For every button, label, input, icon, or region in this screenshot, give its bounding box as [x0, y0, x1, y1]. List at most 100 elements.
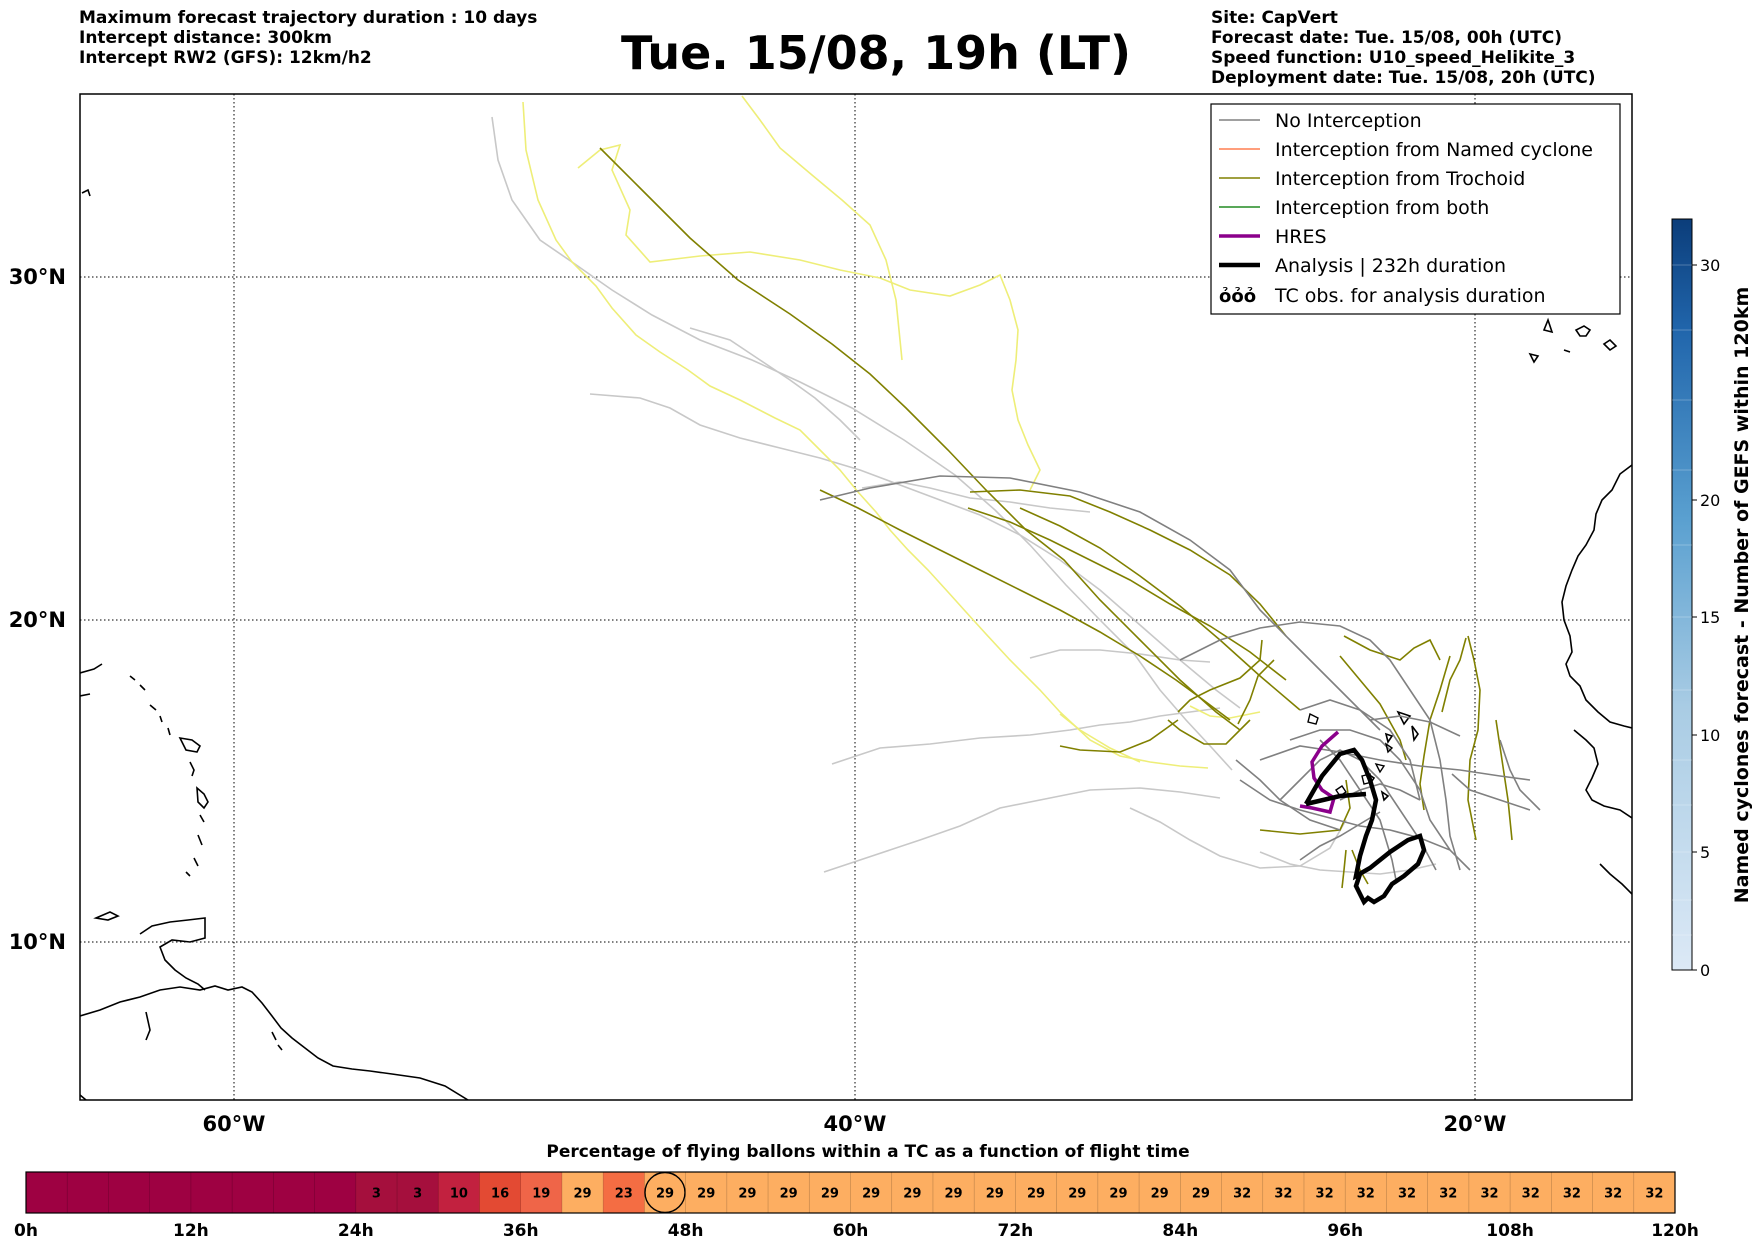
- timeline-cell: [685, 1172, 728, 1213]
- timeline-cell-value: 32: [1522, 1187, 1540, 1202]
- timeline-tick-label: 36h: [503, 1221, 539, 1241]
- page-title: Tue. 15/08, 19h (LT): [621, 26, 1131, 80]
- timeline-cell-value: 32: [1233, 1187, 1251, 1202]
- timeline-cell: [1386, 1172, 1429, 1213]
- timeline-cell-value: 29: [945, 1187, 963, 1202]
- timeline-cell-value: 32: [1398, 1187, 1416, 1202]
- info-line-site: Site: CapVert: [1211, 8, 1338, 28]
- timeline-cell-value: 32: [1357, 1187, 1375, 1202]
- timeline-cell: [67, 1172, 109, 1213]
- lat-label-20n: 20°N: [9, 608, 66, 632]
- timeline-cell: [1468, 1172, 1511, 1213]
- timeline-cell: [397, 1172, 439, 1213]
- timeline-cell: [479, 1172, 522, 1213]
- timeline-cell: [1139, 1172, 1181, 1213]
- timeline-cell-value: 29: [738, 1187, 756, 1202]
- timeline-cell: [1633, 1172, 1676, 1213]
- timeline-cell: [273, 1172, 316, 1213]
- timeline-cell: [314, 1172, 357, 1213]
- timeline-tick-label: 72h: [998, 1221, 1034, 1241]
- timeline-tick-label: 108h: [1486, 1221, 1534, 1241]
- timeline-tick-label: 120h: [1651, 1221, 1699, 1241]
- timeline-frame: [25, 1171, 1676, 1214]
- lon-label-60w: 60°W: [203, 1112, 266, 1136]
- colorbar-tick-30: 30: [1700, 256, 1720, 275]
- timeline-tick-label: 84h: [1162, 1221, 1198, 1241]
- timeline-cell: [438, 1172, 480, 1213]
- map-legend: No Interception Interception from Named …: [1210, 103, 1621, 315]
- colorbar-label: Named cyclones forecast - Number of GEFS…: [1731, 287, 1752, 904]
- timeline-cell: [561, 1172, 604, 1213]
- trajectories-light-grey: [491, 116, 1437, 875]
- lon-label-20w: 20°W: [1444, 1112, 1507, 1136]
- timeline-cell: [891, 1172, 934, 1213]
- coastlines: [80, 188, 1632, 1100]
- timeline-cell-value: 29: [1192, 1187, 1210, 1202]
- timeline-tick-label: 60h: [833, 1221, 869, 1241]
- info-line-intercept-distance: Intercept distance: 300km: [79, 28, 332, 48]
- timeline-cell-value: 29: [1109, 1187, 1127, 1202]
- timeline-cell-value: 29: [862, 1187, 880, 1202]
- timeline-cell-value: 29: [780, 1187, 798, 1202]
- timeline-axis: 0h 12h 24h 36h 48h 60h 72h 84h 96h 108h 120h: [14, 1221, 1699, 1241]
- timeline-cell-value: 29: [986, 1187, 1004, 1202]
- timeline-bar: 3 3 10 16 19 29 23 29 29 29 29 29 29 29 29 29 29 29 29 29 29…: [25, 1171, 1676, 1214]
- timeline-cell: [1427, 1172, 1470, 1213]
- trajectories-yellow: [522, 95, 1261, 769]
- timeline-cell-value: 29: [1027, 1187, 1045, 1202]
- timeline-cell: [1097, 1172, 1140, 1213]
- timeline-cell: [108, 1172, 151, 1213]
- info-line-deployment-date: Deployment date: Tue. 15/08, 20h (UTC): [1211, 68, 1596, 88]
- timeline-cell: [190, 1172, 233, 1213]
- timeline-cell: [850, 1172, 893, 1213]
- timeline-cell-value: 32: [1274, 1187, 1292, 1202]
- colorbar-tick-20: 20: [1700, 491, 1720, 510]
- legend-label-tc-obs: TC obs. for analysis duration: [1274, 285, 1546, 307]
- timeline-title: Percentage of flying ballons within a TC…: [546, 1142, 1189, 1162]
- timeline-cell-value: 29: [821, 1187, 839, 1202]
- timeline-cell: [1345, 1172, 1387, 1213]
- timeline-cell: [768, 1172, 810, 1213]
- colorbar-tick-5: 5: [1700, 843, 1710, 862]
- timeline-cell-value: 32: [1480, 1187, 1498, 1202]
- timeline-cell: [1221, 1172, 1264, 1213]
- timeline-cell-value: 16: [491, 1187, 509, 1202]
- colorbar: 0 5 10 15 20 30 Named cyclones forecast …: [1671, 218, 1752, 980]
- map-frame: [79, 93, 1633, 1101]
- timeline-cell: [1303, 1172, 1346, 1213]
- forecast-info-right: Site: CapVert Forecast date: Tue. 15/08,…: [1211, 8, 1596, 88]
- timeline-tick-label: 0h: [14, 1221, 38, 1241]
- timeline-cell: [603, 1172, 645, 1213]
- timeline-cell: [1592, 1172, 1635, 1213]
- timeline-cell: [149, 1172, 192, 1213]
- timeline-cell-value: 23: [615, 1187, 633, 1202]
- timeline-cell: [1510, 1172, 1552, 1213]
- timeline-tick-label: 24h: [338, 1221, 374, 1241]
- info-line-speed-function: Speed function: U10_speed_Helikite_3: [1211, 48, 1576, 68]
- timeline-cell-value: 29: [573, 1187, 591, 1202]
- timeline-cell-value: 32: [1645, 1187, 1663, 1202]
- timeline-cell: [1015, 1172, 1058, 1213]
- timeline-cell-value: 32: [1439, 1187, 1457, 1202]
- timeline-cell-value: 29: [697, 1187, 715, 1202]
- timeline-cell: [932, 1172, 975, 1213]
- timeline-tick-label: 96h: [1327, 1221, 1363, 1241]
- timeline-cell-value: 29: [903, 1187, 921, 1202]
- colorbar-tick-15: 15: [1700, 608, 1720, 627]
- timeline-cell: [974, 1172, 1016, 1213]
- timeline-cell-value: 32: [1604, 1187, 1622, 1202]
- colorbar-tick-10: 10: [1700, 726, 1720, 745]
- colorbar-tick-0: 0: [1700, 961, 1710, 980]
- timeline-cell-value: 29: [1068, 1187, 1086, 1202]
- timeline-cell: [809, 1172, 851, 1213]
- legend-label-both: Interception from both: [1275, 197, 1489, 219]
- timeline-cell-value: 32: [1316, 1187, 1334, 1202]
- timeline-cell-value: 32: [1563, 1187, 1581, 1202]
- timeline-cell-value: 19: [532, 1187, 550, 1202]
- timeline-cell-value: 29: [656, 1187, 674, 1202]
- timeline-tick-label: 12h: [173, 1221, 209, 1241]
- legend-label-hres: HRES: [1275, 226, 1327, 248]
- timeline-cell-value: 3: [413, 1187, 422, 1202]
- timeline-cell-value: 29: [1151, 1187, 1169, 1202]
